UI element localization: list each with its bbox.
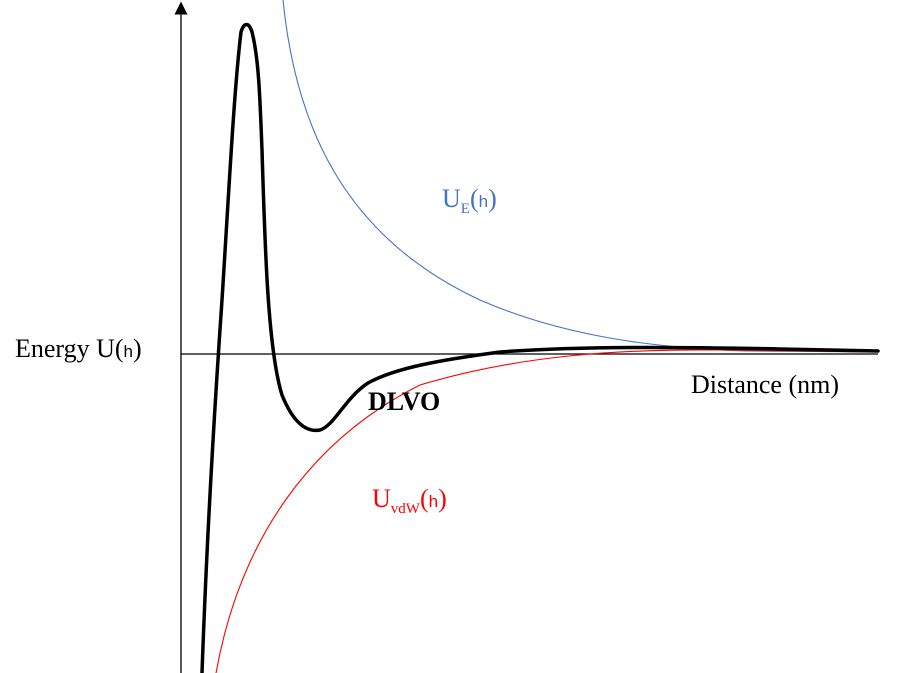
- dlvo-curve-label: DLVO: [368, 387, 441, 416]
- electrostatic-repulsion-curve: [282, 0, 879, 353]
- electrostatic-curve-label: UE(h): [442, 184, 497, 217]
- dlvo-total-curve: [200, 22, 880, 673]
- y-axis-label: Energy U(h): [15, 334, 142, 363]
- x-axis-label: Distance (nm): [691, 370, 840, 399]
- van-der-waals-attraction-curve: [215, 349, 879, 673]
- van-der-waals-curve-label: UvdW(h): [372, 484, 447, 517]
